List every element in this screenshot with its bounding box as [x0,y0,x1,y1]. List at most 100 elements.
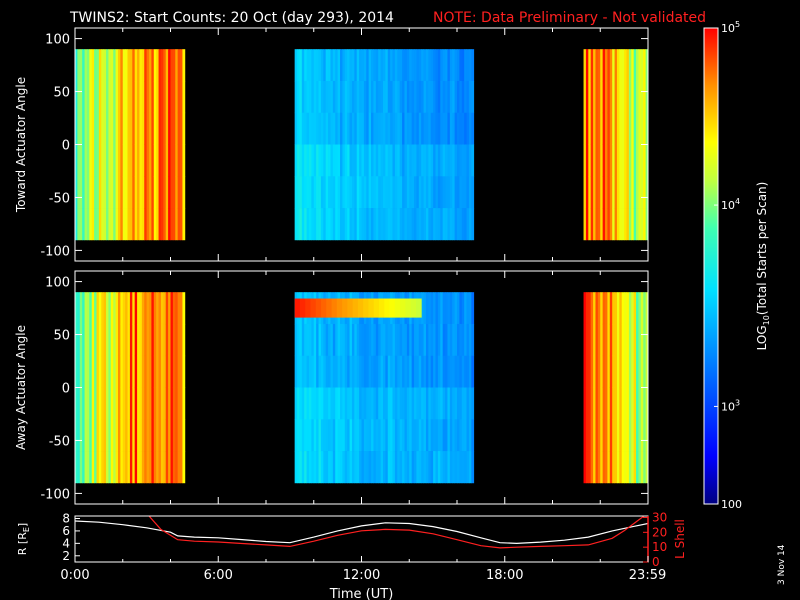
heatmap-cell [151,49,155,82]
heatmap-cell [459,292,463,325]
heatmap-cell [385,387,389,420]
heatmap-cell [351,208,355,241]
heatmap-cell [454,451,458,484]
heatmap-cell [614,292,618,325]
high-count-band [384,298,391,318]
heatmap-cell [404,112,408,145]
heatmap-cell [91,80,95,114]
heatmap-cell [330,323,334,357]
heatmap-cell [86,419,90,452]
heatmap-cell [306,451,310,484]
heatmap-cell [645,112,649,145]
heatmap-cell [416,323,420,357]
heatmap-cell [640,355,644,388]
heatmap-cell [421,112,424,145]
heatmap-cell [394,80,398,114]
heatmap-cell [108,49,112,82]
heatmap-cell [168,451,171,484]
high-count-band [310,298,317,318]
heatmap-cell [402,49,405,82]
heatmap-cell [165,387,169,420]
heatmap-cell [332,355,336,388]
heatmap-cell [404,208,408,241]
heatmap-cell [621,144,625,177]
heatmap-cell [106,419,109,452]
heatmap-cell [347,208,350,241]
heatmap-cell [356,208,360,241]
heatmap-cell [430,112,434,145]
heatmap-cell [363,144,367,177]
x-tick-label: 12:00 [343,568,380,583]
heatmap-cell [590,112,594,145]
colorbar-gradient [703,27,719,505]
heatmap-cell [585,112,589,145]
heatmap-cell [382,355,386,388]
heatmap-cell [79,451,83,484]
heatmap-cell [368,112,372,145]
heatmap-cell [414,323,417,357]
heatmap-cell [409,323,413,357]
heatmap-cell [96,355,100,388]
heatmap-cell [402,355,405,388]
heatmap-cell [328,451,331,484]
heatmap-cell [445,387,448,420]
y-tick-label: -100 [40,487,70,502]
heatmap-cell [151,451,155,484]
heatmap-cell [149,387,152,420]
heatmap-cell [299,80,303,114]
heatmap-cell [468,323,472,357]
heatmap-cell [387,112,391,145]
heatmap-cell [349,49,353,82]
heatmap-cell [397,144,401,177]
heatmap-cell [414,387,417,420]
heatmap-cell [141,355,145,388]
heatmap-cell [139,292,143,325]
heatmap-cell [385,419,389,452]
heatmap-cell [316,144,319,177]
heatmap-cell [454,112,458,145]
heatmap-cell [127,80,131,114]
heatmap-cell [612,451,615,484]
heatmap-cell [122,112,126,145]
heatmap-cell [356,144,360,177]
heatmap-cell [163,144,167,177]
heatmap-cell [609,419,613,452]
heatmap-cell [94,323,97,357]
heatmap-cell [172,355,176,388]
heatmap-cell [158,80,162,114]
heatmap-cell [464,112,467,145]
heatmap-cell [612,419,615,452]
heatmap-cell [146,80,150,114]
heatmap-cell [89,323,93,357]
heatmap-cell [91,176,95,209]
heatmap-cell [361,208,365,241]
heatmap-cell [146,355,150,388]
heatmap-cell [356,451,360,484]
heatmap-cell [394,451,398,484]
heatmap-cell [144,451,148,484]
heatmap-cell [602,208,606,241]
x-tick-label: 6:00 [204,568,233,583]
heatmap-cell [347,419,350,452]
heatmap-cell [330,387,334,420]
heatmap-cell [84,49,88,82]
heatmap-cell [94,208,97,241]
heatmap-cell [141,80,145,114]
heatmap-cell [428,208,432,241]
heatmap-cell [626,144,630,177]
heatmap-cell [636,49,639,82]
heatmap-cell [595,176,599,209]
heatmap-cell [468,451,472,484]
heatmap-cell [361,419,365,452]
coverage-block-2 [583,292,649,484]
heatmap-cell [600,355,604,388]
heatmap-cell [134,387,138,420]
heatmap-cell [595,323,599,357]
heatmap-cell [366,112,370,145]
heatmap-cell [616,49,620,82]
heatmap-cell [101,323,105,357]
heatmap-cell [129,451,133,484]
l-shell-line [148,516,645,549]
heatmap-cell [115,323,119,357]
heatmap-cell [168,144,171,177]
